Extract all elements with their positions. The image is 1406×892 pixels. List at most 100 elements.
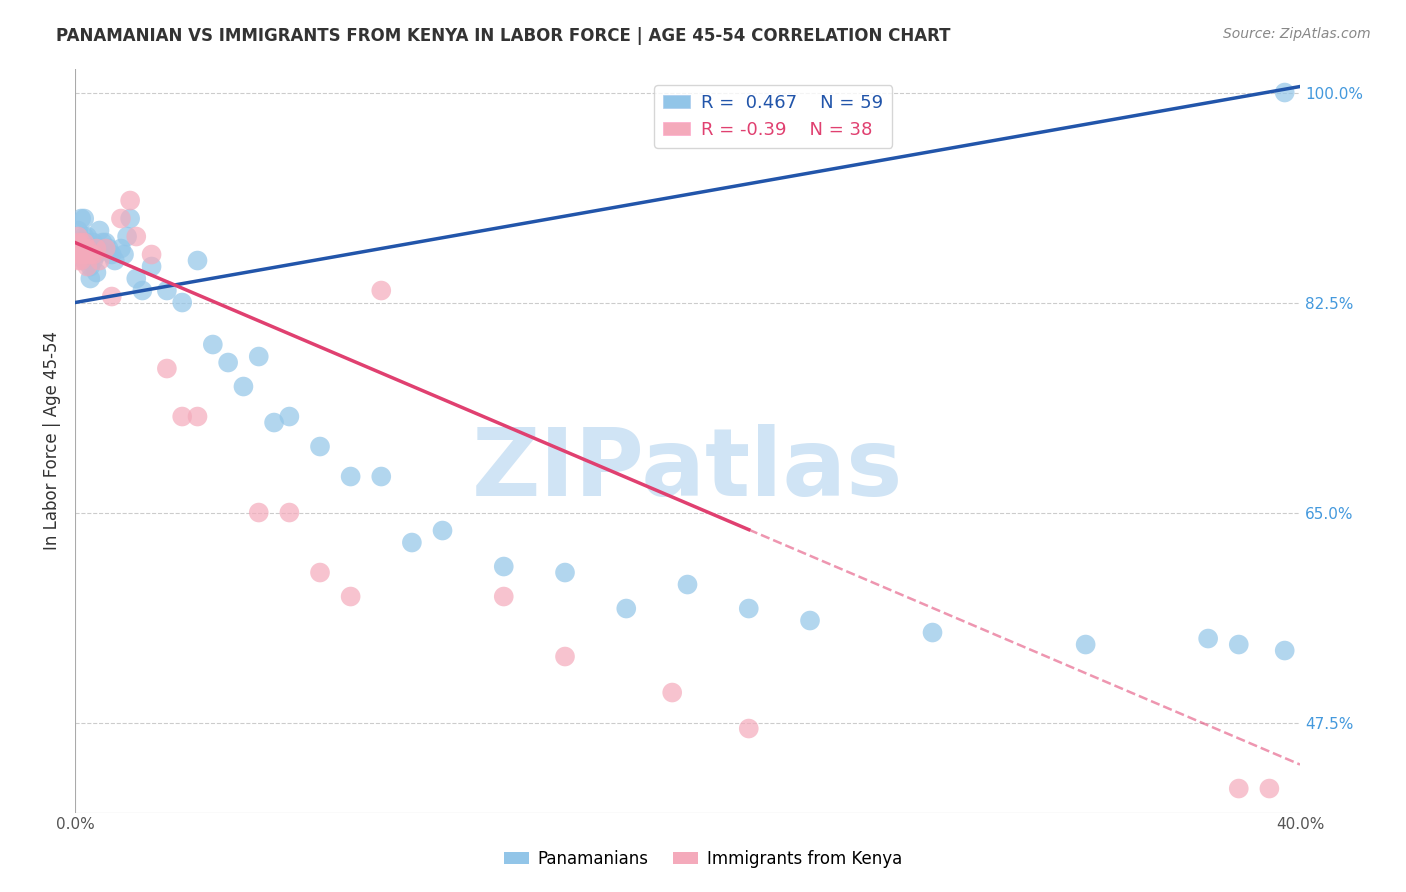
Point — [104, 253, 127, 268]
Point — [1274, 643, 1296, 657]
Point — [661, 685, 683, 699]
Point — [125, 271, 148, 285]
Point — [73, 242, 96, 256]
Point — [70, 242, 93, 256]
Point — [67, 253, 90, 268]
Point — [70, 235, 93, 250]
Point — [201, 337, 224, 351]
Point — [100, 289, 122, 303]
Point — [370, 284, 392, 298]
Point — [554, 649, 576, 664]
Point — [309, 440, 332, 454]
Point — [554, 566, 576, 580]
Point — [141, 247, 163, 261]
Point — [86, 242, 108, 256]
Text: ZIPatlas: ZIPatlas — [472, 425, 903, 516]
Point — [79, 271, 101, 285]
Point — [217, 355, 239, 369]
Point — [79, 242, 101, 256]
Point — [82, 253, 104, 268]
Point — [738, 601, 761, 615]
Point — [94, 242, 117, 256]
Point — [112, 247, 135, 261]
Point — [67, 235, 90, 250]
Point — [97, 242, 120, 256]
Point — [370, 469, 392, 483]
Text: PANAMANIAN VS IMMIGRANTS FROM KENYA IN LABOR FORCE | AGE 45-54 CORRELATION CHART: PANAMANIAN VS IMMIGRANTS FROM KENYA IN L… — [56, 27, 950, 45]
Point — [186, 409, 208, 424]
Point — [76, 253, 98, 268]
Point — [67, 235, 90, 250]
Point — [82, 247, 104, 261]
Point — [73, 247, 96, 261]
Point — [309, 566, 332, 580]
Point — [70, 247, 93, 261]
Point — [110, 242, 132, 256]
Point — [738, 722, 761, 736]
Point — [73, 211, 96, 226]
Point — [110, 211, 132, 226]
Point — [115, 229, 138, 244]
Point — [73, 242, 96, 256]
Point — [70, 247, 93, 261]
Point — [67, 223, 90, 237]
Point — [120, 194, 142, 208]
Point — [799, 614, 821, 628]
Point — [156, 361, 179, 376]
Point — [141, 260, 163, 274]
Point — [1227, 638, 1250, 652]
Point — [278, 409, 301, 424]
Point — [76, 229, 98, 244]
Point — [1074, 638, 1097, 652]
Point — [79, 247, 101, 261]
Point — [67, 247, 90, 261]
Point — [492, 559, 515, 574]
Point — [232, 379, 254, 393]
Point — [67, 242, 90, 256]
Text: Source: ZipAtlas.com: Source: ZipAtlas.com — [1223, 27, 1371, 41]
Point — [156, 284, 179, 298]
Point — [120, 211, 142, 226]
Point — [186, 253, 208, 268]
Point — [339, 469, 361, 483]
Point — [76, 260, 98, 274]
Legend: Panamanians, Immigrants from Kenya: Panamanians, Immigrants from Kenya — [498, 844, 908, 875]
Point — [79, 260, 101, 274]
Point — [1258, 781, 1281, 796]
Point — [70, 211, 93, 226]
Point — [82, 235, 104, 250]
Point — [247, 350, 270, 364]
Point — [492, 590, 515, 604]
Point — [263, 416, 285, 430]
Point — [86, 266, 108, 280]
Point — [70, 235, 93, 250]
Y-axis label: In Labor Force | Age 45-54: In Labor Force | Age 45-54 — [44, 331, 60, 550]
Point — [339, 590, 361, 604]
Point — [1274, 86, 1296, 100]
Point — [172, 409, 194, 424]
Point — [67, 229, 90, 244]
Point — [401, 535, 423, 549]
Point — [91, 235, 114, 250]
Point — [86, 247, 108, 261]
Point — [94, 235, 117, 250]
Point — [1197, 632, 1219, 646]
Point — [73, 253, 96, 268]
Point — [921, 625, 943, 640]
Point — [614, 601, 637, 615]
Point — [76, 235, 98, 250]
Point — [100, 247, 122, 261]
Point — [432, 524, 454, 538]
Point — [1227, 781, 1250, 796]
Point — [278, 506, 301, 520]
Legend: R =  0.467    N = 59, R = -0.39    N = 38: R = 0.467 N = 59, R = -0.39 N = 38 — [654, 85, 893, 148]
Point — [89, 253, 111, 268]
Point — [89, 223, 111, 237]
Point — [125, 229, 148, 244]
Point — [70, 253, 93, 268]
Point — [676, 577, 699, 591]
Point — [131, 284, 153, 298]
Point — [172, 295, 194, 310]
Point — [76, 242, 98, 256]
Point — [73, 235, 96, 250]
